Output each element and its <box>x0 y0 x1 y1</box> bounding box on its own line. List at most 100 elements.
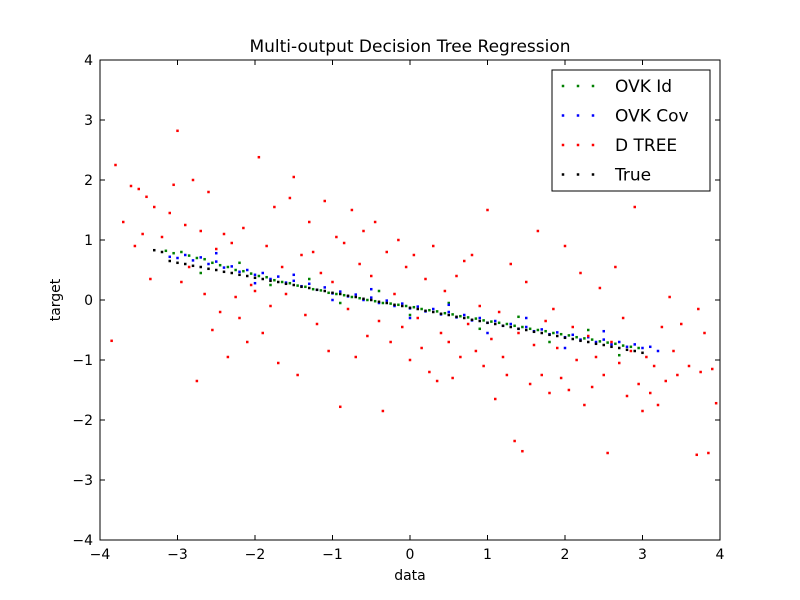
data-point <box>459 355 462 359</box>
x-tick-label: 4 <box>716 547 725 563</box>
data-point <box>300 285 303 289</box>
y-tick-label: 4 <box>84 53 93 69</box>
data-point <box>269 277 272 281</box>
data-point <box>122 220 125 224</box>
data-point <box>610 340 613 344</box>
data-point <box>168 211 171 215</box>
data-point <box>447 310 450 314</box>
data-point <box>420 346 423 350</box>
data-point <box>253 273 257 277</box>
data-point <box>672 349 675 353</box>
data-point <box>222 266 226 269</box>
data-point <box>447 303 450 307</box>
data-point <box>265 275 268 279</box>
data-point <box>629 345 633 349</box>
data-point <box>525 316 528 320</box>
data-point <box>230 265 233 268</box>
data-point <box>199 265 202 269</box>
data-point <box>525 280 528 284</box>
data-point <box>342 293 346 297</box>
data-point <box>455 315 458 319</box>
data-point <box>490 320 493 323</box>
data-point <box>393 292 396 296</box>
data-point <box>497 321 501 325</box>
data-point <box>346 294 350 298</box>
data-point <box>606 341 609 344</box>
data-point <box>354 293 357 296</box>
x-tick-label: 0 <box>406 547 415 563</box>
data-point <box>714 401 718 405</box>
data-point <box>311 250 315 254</box>
data-point <box>408 316 412 320</box>
data-point <box>614 265 617 269</box>
data-point <box>525 325 528 329</box>
data-point <box>590 338 594 341</box>
data-point <box>141 232 144 236</box>
data-point <box>385 299 388 302</box>
legend-marker <box>576 114 580 117</box>
data-point <box>548 391 551 395</box>
data-point <box>207 262 210 266</box>
data-point <box>195 379 199 383</box>
data-point <box>246 340 249 344</box>
data-point <box>656 403 660 407</box>
data-point <box>226 355 230 359</box>
data-point <box>509 325 512 329</box>
data-point <box>424 309 427 313</box>
data-point <box>412 253 416 257</box>
data-point <box>641 351 644 355</box>
data-point <box>292 175 295 179</box>
data-point <box>284 282 288 286</box>
data-point <box>486 331 489 335</box>
data-point <box>579 339 582 343</box>
data-point <box>494 322 497 326</box>
data-point <box>354 355 357 359</box>
data-point <box>199 271 202 275</box>
data-point <box>273 205 276 209</box>
data-point <box>536 328 540 332</box>
data-point <box>478 316 481 320</box>
data-point <box>199 256 202 259</box>
data-point <box>370 296 373 299</box>
data-point <box>629 349 633 353</box>
data-point <box>532 330 536 334</box>
data-point <box>559 332 563 336</box>
data-point <box>470 253 474 257</box>
data-point <box>447 313 450 317</box>
data-point <box>315 288 319 292</box>
y-tick-label: −1 <box>72 353 93 369</box>
data-point <box>711 367 714 371</box>
data-point <box>133 244 137 248</box>
data-point <box>129 184 133 188</box>
data-point <box>579 271 582 275</box>
data-point <box>377 300 381 304</box>
data-point <box>280 265 284 269</box>
data-point <box>656 349 660 353</box>
data-point <box>478 304 481 308</box>
data-point <box>598 340 602 343</box>
data-point <box>215 251 218 255</box>
data-point <box>583 337 586 340</box>
data-point <box>180 250 183 254</box>
data-point <box>238 261 241 265</box>
legend-box <box>551 69 711 192</box>
data-point <box>459 314 462 318</box>
data-point <box>699 370 702 374</box>
data-point <box>618 340 621 344</box>
data-point <box>222 232 226 236</box>
data-point <box>490 337 493 341</box>
data-point <box>587 334 590 338</box>
data-point <box>222 270 226 274</box>
legend-label: OVK Cov <box>615 107 689 127</box>
data-point <box>563 346 567 350</box>
x-tick-label: −2 <box>245 547 266 563</box>
data-point <box>385 301 388 305</box>
data-point <box>242 269 245 273</box>
data-point <box>641 346 644 350</box>
data-point <box>408 313 412 317</box>
data-point <box>280 280 284 284</box>
data-point <box>323 289 326 293</box>
data-point <box>331 291 334 295</box>
data-point <box>331 280 334 284</box>
data-point <box>552 307 555 311</box>
